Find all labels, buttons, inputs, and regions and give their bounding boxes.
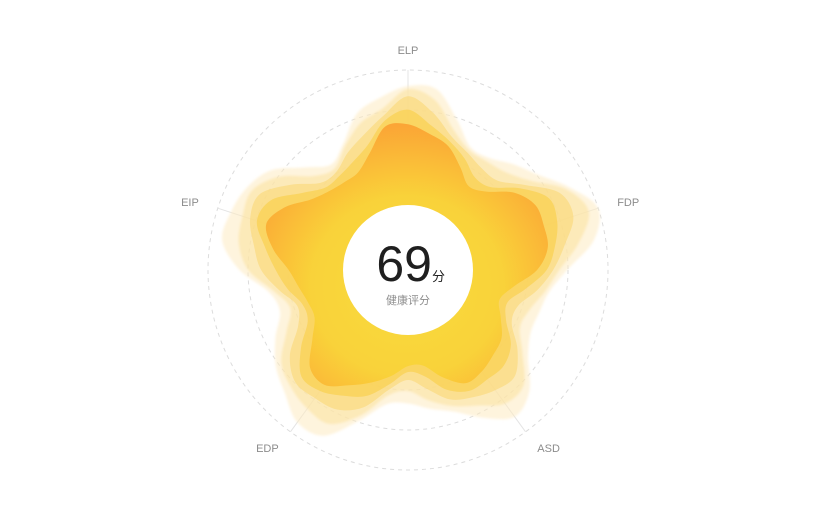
score-value: 69 (376, 236, 432, 292)
score-badge: 69 分 健康评分 (343, 205, 473, 335)
axis-label-asd: ASD (537, 443, 560, 455)
axis-label-edp: EDP (256, 443, 279, 455)
axis-label-fdp: FDP (617, 197, 639, 209)
score-unit: 分 (432, 270, 445, 285)
radar-axis-labels: ELP FDP ASD EDP EIP (181, 45, 639, 455)
axis-label-elp: ELP (398, 45, 419, 57)
grid-circle-5 (207, 69, 609, 471)
score-caption: 健康评分 (386, 293, 430, 307)
axis-label-eip: EIP (181, 197, 199, 209)
score-circle (343, 205, 473, 335)
